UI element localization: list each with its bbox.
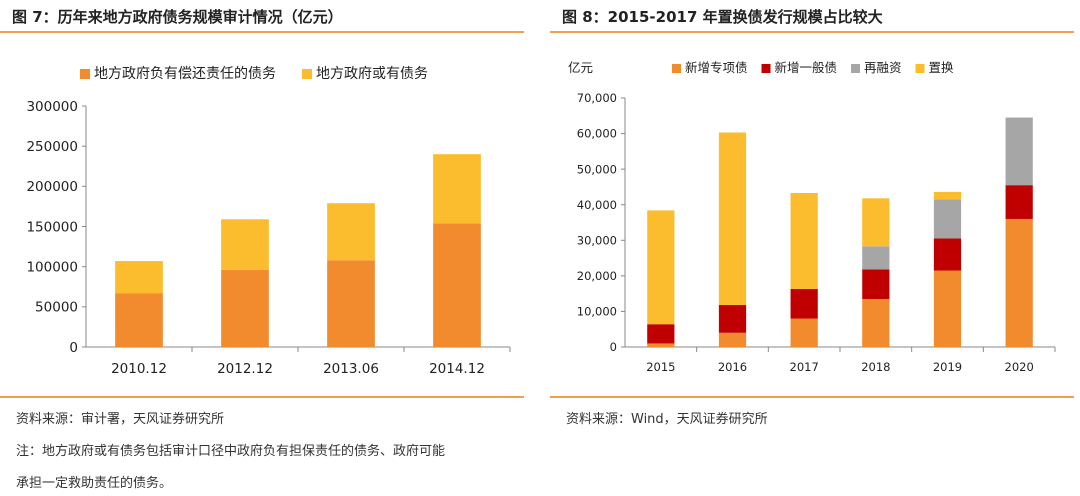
bar-2018-1 bbox=[862, 269, 890, 299]
x-tick-label-4: 2019 bbox=[933, 360, 962, 374]
bar-2020-1 bbox=[1005, 185, 1033, 219]
y-tick-label-3: 150000 bbox=[26, 219, 78, 235]
bar-2016-3 bbox=[718, 132, 747, 306]
bar-2019-2 bbox=[933, 199, 962, 239]
left-chart: 地方政府负有偿还责任的债务 地方政府或有债务 0 50000 100000 150000 2… bbox=[26, 66, 511, 377]
y-tick-label-7: 70,000 bbox=[577, 91, 617, 105]
bar-2015-1 bbox=[647, 324, 675, 344]
legend-swatch-0 bbox=[672, 64, 681, 73]
left-bottom-rule bbox=[0, 396, 524, 398]
x-tick-label-2: 2013.06 bbox=[323, 361, 379, 377]
x-tick-label-1: 2012.12 bbox=[217, 361, 273, 377]
right-top-rule bbox=[550, 31, 1074, 33]
y-tick-label-1: 10,000 bbox=[577, 305, 617, 319]
bar-2020-2 bbox=[1005, 117, 1033, 186]
left-panel: 图 7：历年来地方政府债务规模审计情况（亿元） 地方政府负有偿还责任的债务 地方政… bbox=[0, 0, 530, 496]
right-source: 资料来源：Wind，天风证券研究所 bbox=[566, 412, 768, 427]
y-tick-label-0: 0 bbox=[69, 340, 78, 356]
left-chart-title: 图 7：历年来地方政府债务规模审计情况（亿元） bbox=[12, 8, 343, 26]
y-tick-label-6: 60,000 bbox=[577, 127, 617, 141]
y-unit-label: 亿元 bbox=[568, 60, 593, 75]
y-tick-label-3: 30,000 bbox=[577, 233, 617, 247]
legend-swatch-1 bbox=[761, 64, 771, 73]
right-chart-title: 图 8：2015-2017 年置换债发行规模占比较大 bbox=[562, 8, 883, 26]
bar-2019-3 bbox=[933, 191, 962, 200]
bar-2012.12-0 bbox=[221, 269, 269, 347]
y-tick-label-5: 50,000 bbox=[577, 162, 617, 176]
y-tick-label-0: 0 bbox=[610, 340, 617, 354]
legend-swatch-0 bbox=[80, 69, 90, 79]
left-source: 资料来源：审计署，天风证券研究所 bbox=[16, 412, 225, 427]
legend-label-0: 地方政府负有偿还责任的债务 bbox=[94, 66, 276, 82]
bar-2020-0 bbox=[1005, 218, 1033, 347]
legend-label-3: 置换 bbox=[929, 60, 955, 75]
legend-swatch-3 bbox=[915, 64, 925, 73]
y-tick-label-5: 250000 bbox=[26, 139, 78, 155]
legend-label-2: 再融资 bbox=[864, 60, 902, 75]
x-tick-label-3: 2018 bbox=[861, 360, 890, 374]
x-tick-label-2: 2017 bbox=[790, 360, 819, 374]
bar-2018-3 bbox=[862, 198, 890, 247]
bar-2017-0 bbox=[790, 318, 818, 347]
right-panel: 图 8：2015-2017 年置换债发行规模占比较大 新增专项债 新增一般债 再融资… bbox=[550, 0, 1080, 496]
bar-2010.12-1 bbox=[115, 261, 163, 294]
right-bottom-rule bbox=[550, 396, 1074, 398]
bar-2013.06-1 bbox=[327, 203, 375, 261]
bar-2019-0 bbox=[933, 270, 962, 347]
bar-2015-3 bbox=[647, 210, 675, 325]
left-top-rule bbox=[0, 31, 524, 33]
x-tick-label-0: 2015 bbox=[646, 360, 675, 374]
right-chart: 新增专项债 新增一般债 再融资 置换 亿元 0 10,000 20,000 30,000 40,0… bbox=[568, 60, 1056, 374]
y-tick-label-2: 20,000 bbox=[577, 269, 617, 283]
bar-2018-2 bbox=[862, 246, 890, 270]
y-tick-label-6: 300000 bbox=[26, 99, 78, 115]
bar-2016-1 bbox=[718, 305, 747, 333]
bar-2018-0 bbox=[862, 298, 890, 347]
bar-2014.12-0 bbox=[433, 223, 481, 347]
bar-2010.12-0 bbox=[115, 293, 163, 347]
bar-2015-0 bbox=[647, 343, 675, 347]
x-tick-label-5: 2020 bbox=[1005, 360, 1034, 374]
y-tick-label-1: 50000 bbox=[35, 300, 78, 316]
bar-2014.12-1 bbox=[433, 154, 481, 224]
x-tick-label-3: 2014.12 bbox=[429, 361, 485, 377]
y-tick-label-4: 40,000 bbox=[577, 198, 617, 212]
left-note-line1: 注：地方政府或有债务包括审计口径中政府负有担保责任的债务、政府可能 bbox=[16, 444, 446, 459]
legend-label-1: 地方政府或有债务 bbox=[316, 66, 428, 82]
legend-swatch-2 bbox=[851, 64, 861, 73]
bar-2016-0 bbox=[718, 332, 747, 347]
bar-2013.06-0 bbox=[327, 260, 375, 347]
y-tick-label-2: 100000 bbox=[26, 260, 78, 276]
bar-2017-3 bbox=[790, 192, 818, 290]
x-tick-label-1: 2016 bbox=[718, 360, 747, 374]
legend-label-1: 新增一般债 bbox=[775, 60, 838, 75]
y-tick-label-4: 200000 bbox=[26, 179, 78, 195]
bar-2017-1 bbox=[790, 289, 818, 319]
x-tick-label-0: 2010.12 bbox=[111, 361, 167, 377]
left-note-line2: 承担一定救助责任的债务。 bbox=[16, 476, 173, 491]
legend-swatch-1 bbox=[302, 69, 312, 79]
bar-2012.12-1 bbox=[221, 219, 269, 270]
legend-label-0: 新增专项债 bbox=[685, 60, 748, 75]
bar-2019-1 bbox=[933, 238, 962, 271]
